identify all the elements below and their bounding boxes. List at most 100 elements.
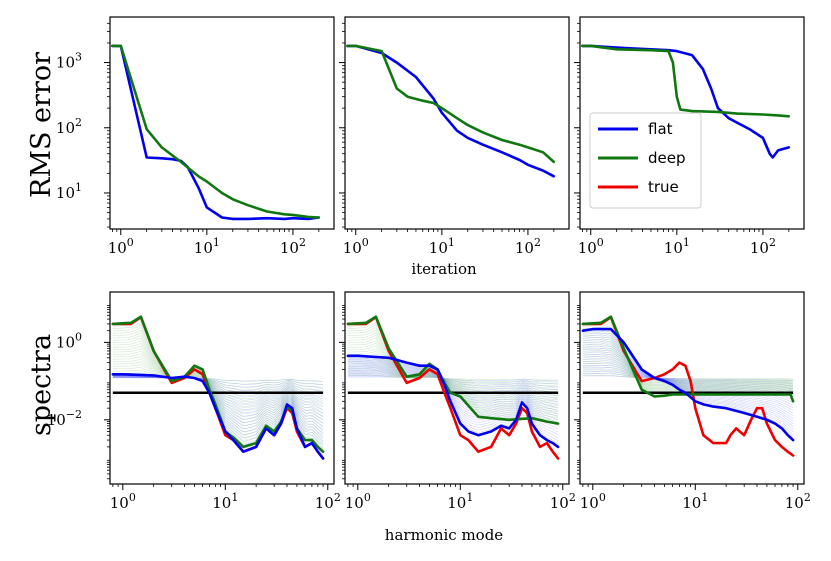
ensemble-line-deep (582, 375, 794, 380)
x-tick-label: 101 (429, 236, 455, 257)
x-tick-label: 102 (550, 491, 576, 512)
panel-rms-right: 100 101 102 (574, 16, 805, 257)
ensemble-line-flat (582, 362, 794, 398)
x-tick-label: 100 (110, 491, 136, 512)
ensemble-line-flat (582, 369, 794, 390)
legend-label-true: true (648, 178, 679, 196)
xlabel-harmonic-mode: harmonic mode (385, 526, 504, 544)
ensemble-line-flat (112, 377, 324, 386)
ensemble-line-deep (582, 361, 794, 385)
ensemble-line-deep (347, 375, 559, 381)
series-line-true (581, 315, 795, 457)
series-line-deep (581, 44, 791, 118)
x-tick-label: 102 (785, 491, 811, 512)
ensemble-line-flat (347, 373, 559, 391)
ensemble-line-flat (347, 363, 559, 424)
ensemble-line-deep (112, 329, 324, 436)
x-tick-label: 101 (447, 491, 473, 512)
ensemble-line-flat (582, 343, 794, 422)
ensemble-line-deep (582, 332, 794, 396)
ensemble-line-flat (582, 364, 794, 395)
ensemble-line-deep (112, 356, 324, 404)
x-tick-label: 102 (315, 491, 341, 512)
ensemble-line-flat (112, 377, 324, 382)
x-tick-label: 102 (750, 236, 776, 257)
ensemble-line-deep (582, 356, 794, 387)
panel-frame (109, 16, 335, 230)
series-line-deep (111, 44, 321, 219)
ensemble-line-deep (347, 367, 559, 387)
ensemble-line-deep (347, 343, 559, 405)
series-line-flat (346, 354, 560, 449)
series-line-flat (581, 327, 795, 442)
ensemble-line-deep (112, 367, 324, 392)
ensemble-line-flat (347, 375, 559, 385)
ensemble-line-deep (347, 361, 559, 391)
ensemble-line-deep (582, 348, 794, 390)
ensemble-line-deep (582, 367, 794, 383)
ensemble-line-flat (582, 345, 794, 419)
ensemble-line-flat (112, 376, 324, 396)
ensemble-line-deep (347, 351, 559, 399)
ensemble-line-deep (347, 364, 559, 389)
ensemble-line-flat (347, 368, 559, 406)
panel-spectra-middle: 100 101 102 (339, 291, 576, 512)
ensemble-line-flat (582, 347, 794, 417)
ensemble-line-flat (582, 354, 794, 408)
ensemble-line-deep (112, 340, 324, 424)
series-line-flat (111, 372, 325, 460)
ensemble-line-flat (112, 377, 324, 389)
ensemble-line-flat (347, 374, 559, 388)
series-line-deep (346, 44, 556, 164)
plot-area (581, 315, 795, 457)
ensemble-line-flat (112, 377, 324, 393)
ensemble-line-flat (347, 370, 559, 400)
series-line-true (346, 315, 560, 460)
ylabel-rms-error: RMS error (26, 52, 57, 198)
ensemble-line-flat (582, 367, 794, 392)
ensemble-line-deep (347, 327, 559, 416)
ensemble-line-flat (582, 341, 794, 425)
ensemble-line-deep (347, 335, 559, 410)
ensemble-line-flat (347, 360, 559, 433)
x-tick-label: 101 (194, 236, 220, 257)
ensemble-line-deep (112, 364, 324, 395)
ensemble-line-deep (112, 359, 324, 401)
x-tick-label: 100 (578, 236, 604, 257)
ensemble-line-flat (347, 358, 559, 439)
ensemble-line-flat (582, 375, 794, 381)
x-tick-label: 101 (212, 491, 238, 512)
ensemble-line-deep (582, 329, 794, 397)
plot-area (111, 44, 321, 221)
y-tick-label: 100 (56, 330, 82, 351)
ensemble-line-deep (112, 337, 324, 427)
ensemble-line-flat (347, 376, 559, 382)
x-tick-label: 102 (515, 236, 541, 257)
series-line-flat (111, 44, 321, 221)
ensemble-line-deep (582, 353, 794, 388)
ensemble-line-deep (112, 369, 324, 388)
xlabel-iteration: iteration (411, 260, 477, 278)
legend-label-flat: flat (648, 120, 673, 138)
ensemble-line-deep (112, 343, 324, 420)
ylabel-spectra: spectra (26, 334, 57, 436)
ensemble-line-deep (112, 353, 324, 408)
panel-rms-left: 100 101 102 101 102 103 (56, 16, 335, 257)
ensemble-line-deep (582, 369, 794, 382)
ensemble-line-deep (582, 359, 794, 386)
ensemble-line-flat (347, 369, 559, 403)
ensemble-line-flat (582, 373, 794, 384)
x-tick-label: 101 (682, 491, 708, 512)
ensemble-line-deep (582, 340, 794, 393)
panel-rms-middle: 100 101 102 (339, 16, 570, 257)
y-tick-label: 101 (56, 181, 82, 202)
ensemble-line-flat (347, 368, 559, 409)
panel-frame (344, 291, 570, 485)
ensemble-line-deep (582, 364, 794, 384)
ensemble-line-flat (112, 376, 324, 400)
ensemble-line-deep (582, 372, 794, 381)
y-tick-label: 103 (56, 51, 82, 72)
panel-frame (109, 291, 335, 485)
ensemble-line-deep (582, 335, 794, 395)
y-tick-label: 102 (56, 116, 82, 137)
